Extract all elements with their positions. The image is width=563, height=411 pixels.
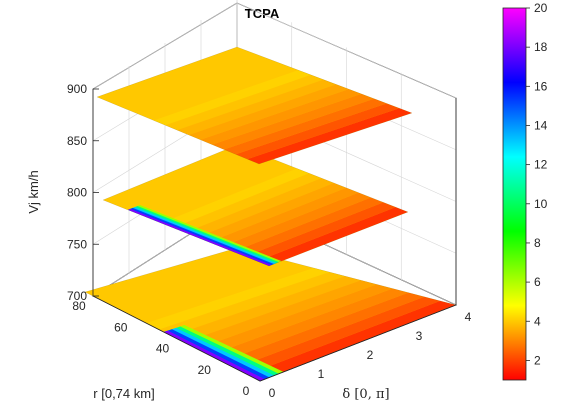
contour-slices [84,46,457,382]
x-tick-label: 0 [243,384,250,398]
y-tick-label: 2 [367,348,374,362]
colorbar-ticks: 2 4 6 8 10 12 14 16 18 20 [526,1,548,367]
x-tick-label: 20 [198,363,212,377]
x-tick-label: 40 [156,342,170,356]
z-tick-label: 700 [67,289,87,303]
x-tick-label: 60 [114,320,128,334]
y-tick-label: 0 [269,386,276,400]
y-tick-label: 3 [416,329,423,343]
slice-z-800 [102,144,409,267]
colorbar-tick-label: 20 [534,1,548,15]
colorbar-tick-label: 18 [534,40,548,54]
colorbar [502,7,527,381]
colorbar-tick-label: 12 [534,158,548,172]
z-tick-label: 800 [67,186,87,200]
z-tick-label: 750 [67,237,87,251]
y-tick-label: 1 [318,367,325,381]
colorbar-tick-label: 6 [534,275,541,289]
colorbar-tick-label: 16 [534,79,548,93]
y-tick-label: 4 [465,310,472,324]
z-axis-ticks: 700 750 800 850 900 [67,82,99,303]
y-axis-label: δ [0, π] [342,387,389,402]
z-axis-label: Vj km/h [26,170,41,213]
x-axis-ticks: 0 20 40 60 80 [72,299,249,398]
colorbar-tick-label: 2 [534,353,541,367]
z-tick-label: 900 [67,82,87,96]
slice-z-900 [96,46,413,165]
x-tick-label: 80 [72,299,86,313]
colorbar-tick-label: 4 [534,314,541,328]
z-tick-label: 850 [67,134,87,148]
colorbar-tick-label: 10 [534,197,548,211]
colorbar-tick-label: 14 [534,118,548,132]
x-axis-label: r [0,74 km] [93,386,154,401]
slice-z-700 [84,247,457,382]
colorbar-tick-label: 8 [534,236,541,250]
y-axis-ticks: 0 1 2 3 4 [269,310,472,400]
